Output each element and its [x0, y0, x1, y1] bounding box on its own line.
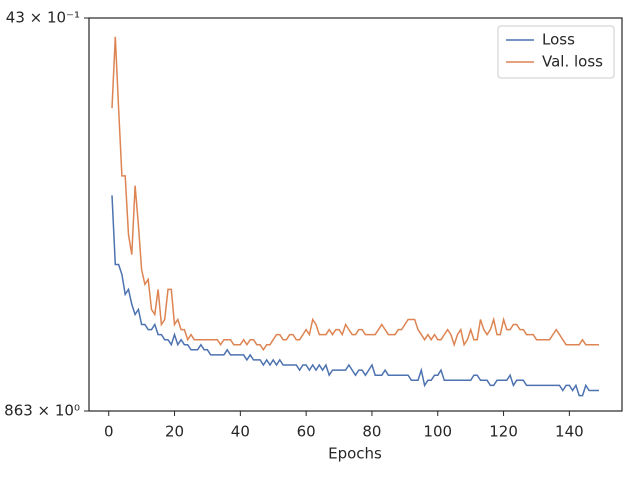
legend-label: Loss [542, 31, 575, 49]
legend-label: Val. loss [542, 53, 603, 71]
x-tick-label: 120 [489, 423, 518, 441]
y-tick-label: 863 × 10⁰ [4, 402, 80, 420]
x-tick-label: 100 [423, 423, 452, 441]
x-tick-label: 0 [104, 423, 114, 441]
line-series [111, 36, 599, 352]
line-series [111, 195, 599, 397]
x-axis-label: Epochs [328, 445, 382, 463]
plot-frame [88, 17, 623, 412]
x-tick-label: 60 [297, 423, 316, 441]
x-tick-label: 80 [362, 423, 381, 441]
legend-box [497, 25, 615, 79]
x-tick-label: 40 [231, 423, 250, 441]
x-tick-label: 20 [165, 423, 184, 441]
x-tick-label: 140 [555, 423, 584, 441]
y-tick-label: 43 × 10⁻¹ [6, 9, 80, 27]
